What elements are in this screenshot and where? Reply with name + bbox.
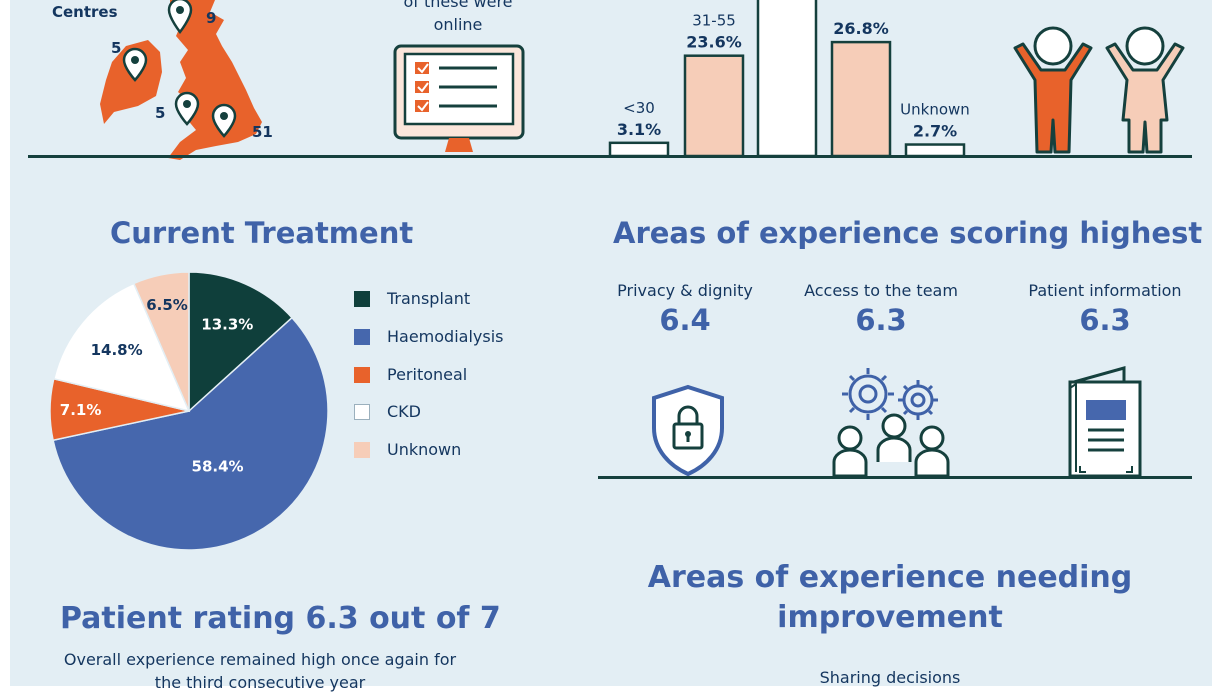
age-bar-value-0: 3.1% — [617, 120, 661, 139]
pie-label-unknown: 6.5% — [146, 296, 188, 314]
monitor-checklist-icon — [393, 44, 525, 159]
treatment-title: Current Treatment — [110, 216, 414, 250]
highest-item-score-information: 6.3 — [1079, 303, 1131, 337]
highest-item-label-privacy: Privacy & dignity — [617, 281, 753, 300]
pie-label-peritoneal: 7.1% — [60, 401, 102, 419]
age-bar-1 — [683, 54, 745, 158]
age-bar-label-0: <30 — [623, 99, 655, 117]
map-count-england: 51 — [252, 123, 273, 141]
legend-swatch-haemodialysis — [354, 329, 370, 345]
map-pin-icon — [211, 103, 237, 138]
pie-label-transplant: 13.3% — [201, 316, 253, 334]
treatment-legend: Transplant Haemodialysis Peritoneal CKD … — [354, 289, 554, 469]
pie-slice-haemodialysis — [52, 316, 329, 551]
age-bar-value-3: 26.8% — [833, 19, 889, 38]
rating-text-line2: the third consecutive year — [154, 673, 366, 692]
centres-label: Centres — [52, 3, 118, 21]
age-bar-label-1: 31-55 — [692, 12, 736, 30]
shield-lock-icon — [650, 384, 726, 478]
pie-label-ckd: 14.8% — [91, 341, 143, 359]
improvement-first-item: Sharing decisions — [819, 668, 961, 687]
legend-label-peritoneal: Peritoneal — [387, 365, 468, 384]
legend-swatch-peritoneal — [354, 367, 370, 383]
online-text-line1: of these were — [403, 0, 513, 11]
pie-slice-ckd — [52, 282, 191, 413]
top-baseline — [28, 155, 1192, 158]
infographic-panel: Centres 9 5 5 51 of these were online — [10, 0, 1212, 692]
pie-slice-unknown — [132, 271, 190, 412]
highest-title: Areas of experience scoring highest — [613, 216, 1203, 250]
people-icon — [1005, 22, 1195, 162]
treatment-pie-svg: 13.3% 58.4% 7.1% 14.8% 6.5% — [49, 271, 329, 551]
pie-slice-transplant — [188, 271, 294, 413]
leaflet-icon — [1066, 362, 1146, 478]
legend-label-transplant: Transplant — [387, 289, 471, 308]
highest-item-score-access: 6.3 — [855, 303, 907, 337]
uk-map-graphic — [100, 0, 262, 160]
legend-label-ckd: CKD — [387, 402, 421, 421]
legend-label-haemodialysis: Haemodialysis — [387, 327, 504, 346]
team-gears-icon — [820, 358, 960, 478]
map-count-north: 9 — [206, 9, 217, 27]
treatment-pie-chart: 13.3% 58.4% 7.1% 14.8% 6.5% — [48, 270, 330, 552]
age-bar-value-4: 2.7% — [913, 122, 957, 141]
map-pin-icon — [174, 91, 200, 126]
uk-map — [10, 0, 280, 170]
highest-item-label-access: Access to the team — [804, 281, 958, 300]
age-bar-2 — [756, 0, 818, 158]
rating-text-line1: Overall experience remained high once ag… — [63, 650, 457, 669]
age-bar-chart-svg: 3.1% <30 23.6% 31-55 26.8% 2.7% Unknown — [608, 0, 970, 158]
improvement-title-line2: improvement — [777, 600, 1003, 635]
online-text-line2: online — [433, 15, 483, 34]
map-count-ireland: 5 — [111, 39, 122, 57]
age-bar-chart: 3.1% <30 23.6% 31-55 26.8% 2.7% Unknown — [595, 0, 975, 160]
age-bar-3 — [830, 40, 892, 158]
map-pin-icon — [167, 0, 193, 35]
pie-label-haemodialysis: 58.4% — [192, 458, 244, 476]
legend-swatch-unknown — [354, 442, 370, 458]
legend-swatch-transplant — [354, 291, 370, 307]
map-pin-icon — [122, 47, 148, 82]
legend-swatch-ckd — [354, 404, 370, 420]
map-count-wales: 5 — [155, 104, 166, 122]
highest-item-score-privacy: 6.4 — [659, 303, 711, 337]
improvement-title-line1: Areas of experience needing — [647, 560, 1133, 595]
highest-item-label-information: Patient information — [1028, 281, 1182, 300]
legend-label-unknown: Unknown — [387, 440, 462, 459]
highest-baseline — [598, 476, 1192, 479]
age-bar-label-4: Unknown — [900, 101, 970, 119]
rating-title: Patient rating 6.3 out of 7 — [60, 601, 501, 636]
age-bar-value-1: 23.6% — [686, 33, 742, 52]
